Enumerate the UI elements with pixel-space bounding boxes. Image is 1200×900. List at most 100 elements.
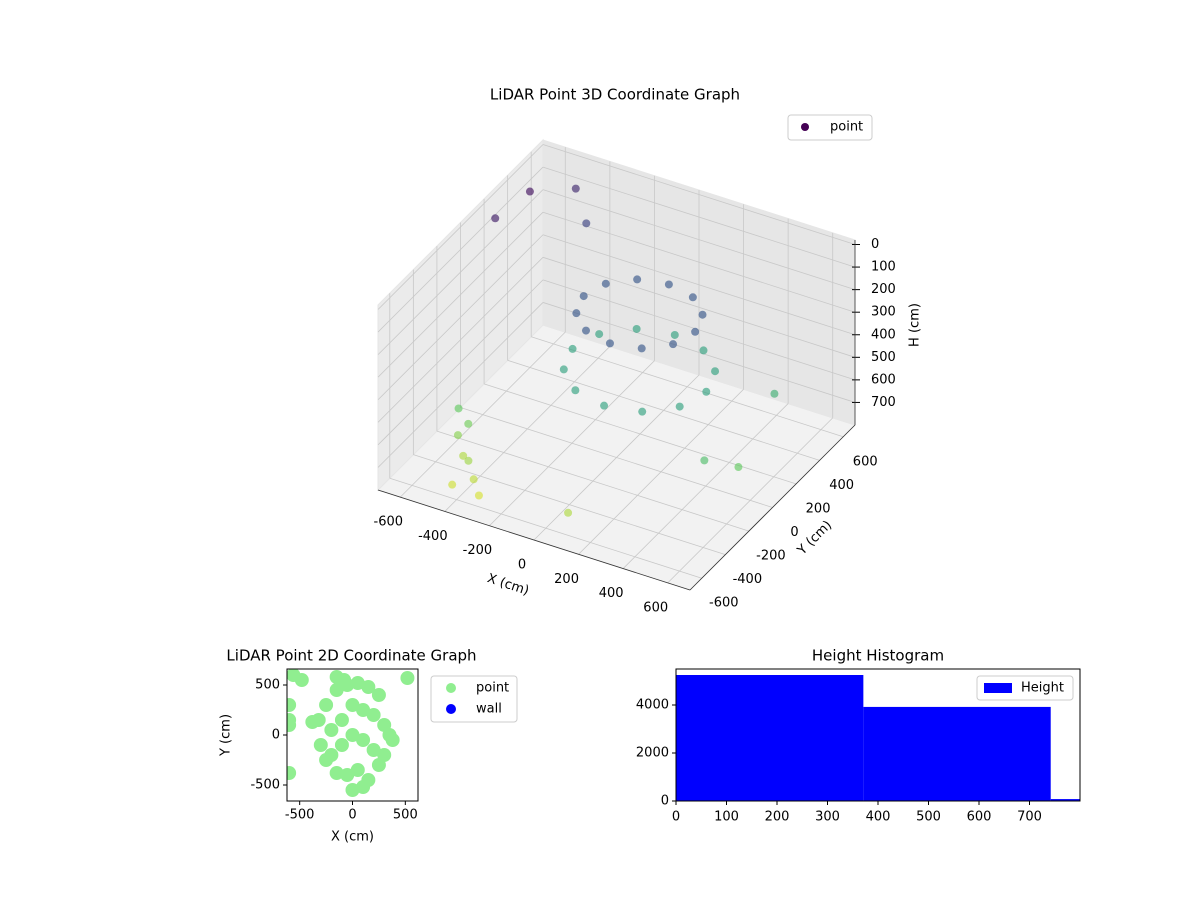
x-tick-label: 200 [554, 572, 579, 587]
point [345, 698, 360, 712]
z-tick-label: 700 [871, 395, 896, 410]
x-tick-label: 500 [916, 810, 941, 825]
point [702, 387, 711, 396]
y-tick-label: 2000 [636, 746, 669, 761]
y-tick-label: 0 [661, 794, 669, 809]
point [453, 431, 462, 440]
point [600, 401, 609, 410]
grid-line [542, 189, 856, 291]
grid-line [389, 477, 702, 579]
x-tick-label: 400 [866, 810, 891, 825]
point [371, 688, 386, 702]
point [605, 339, 614, 348]
x-tick-label: 100 [714, 810, 739, 825]
bar [1050, 799, 1080, 801]
grid-line [542, 144, 856, 245]
point [356, 780, 371, 794]
z-tick-label: 300 [871, 305, 896, 320]
grid-line [377, 302, 544, 468]
y-tick-label: -400 [733, 572, 763, 587]
grid-line [542, 234, 856, 336]
y-axis-line [689, 424, 856, 591]
z-tick-label: 400 [871, 327, 896, 342]
point [664, 280, 673, 289]
point [464, 419, 473, 428]
z-tick-label: 600 [871, 372, 896, 387]
legend-box [787, 114, 873, 141]
y-tick-label: -500 [250, 778, 280, 793]
point [770, 389, 779, 398]
chart-title: LiDAR Point 2D Coordinate Graph [226, 647, 476, 665]
point [350, 676, 365, 690]
point [345, 783, 360, 797]
point [688, 293, 697, 302]
point [305, 715, 320, 729]
grid-line [377, 189, 544, 355]
point [564, 508, 573, 517]
y-tick-label: 600 [853, 454, 878, 469]
z-tick-label: 100 [871, 260, 896, 275]
legend-label: wall [476, 702, 502, 717]
x-tick-label: -200 [463, 543, 493, 558]
point [340, 768, 355, 782]
point [568, 344, 577, 353]
grid-line [542, 302, 856, 403]
x-axis-line [377, 489, 691, 591]
grid-line [377, 166, 544, 333]
x-tick-label: 500 [393, 808, 418, 823]
legend-marker [801, 123, 809, 131]
point [287, 718, 297, 732]
point [699, 346, 708, 355]
point [711, 367, 720, 376]
grid-line [377, 257, 544, 423]
z-tick-label: 200 [871, 282, 896, 297]
legend-marker [446, 704, 456, 714]
x-tick-label: 0 [518, 558, 526, 573]
legend-marker [984, 683, 1012, 693]
grid-line [542, 166, 856, 268]
point [675, 402, 684, 411]
x-axis-label: X (cm) [485, 571, 531, 599]
x-tick-label: -600 [374, 515, 404, 530]
x-tick-label: 600 [643, 600, 668, 615]
grid-line [377, 279, 544, 446]
point [361, 680, 376, 694]
y-axis-label: Y (cm) [219, 714, 234, 757]
x-tick-label: -400 [418, 529, 448, 544]
x-tick-label: -500 [285, 808, 315, 823]
bar [863, 706, 1051, 801]
point [579, 292, 588, 301]
grid-line [436, 430, 750, 532]
grid-line [413, 454, 726, 556]
y-tick-label: 0 [272, 728, 280, 743]
point [400, 671, 415, 685]
grid-line [542, 256, 856, 358]
x-tick-label: 600 [967, 810, 992, 825]
point [356, 733, 371, 747]
grid-line [507, 359, 820, 461]
point [669, 340, 678, 349]
chart-title: LiDAR Point 3D Coordinate Graph [490, 86, 740, 104]
x-tick-label: 0 [348, 808, 356, 823]
point [572, 309, 581, 318]
x-tick-label: 200 [765, 810, 790, 825]
point [700, 456, 709, 465]
x-tick-label: 300 [815, 810, 840, 825]
point [459, 451, 468, 460]
point [345, 728, 360, 742]
point [319, 753, 334, 767]
point [385, 733, 400, 747]
grid-line [531, 336, 844, 438]
y-tick-label: 500 [255, 678, 280, 693]
grid-line [377, 211, 544, 378]
x-tick-label: 400 [599, 586, 624, 601]
point [366, 743, 381, 757]
grid-line [542, 279, 856, 381]
point [571, 386, 580, 395]
grid-line [377, 234, 544, 401]
point [337, 673, 352, 687]
point [454, 404, 463, 413]
point [324, 723, 339, 737]
